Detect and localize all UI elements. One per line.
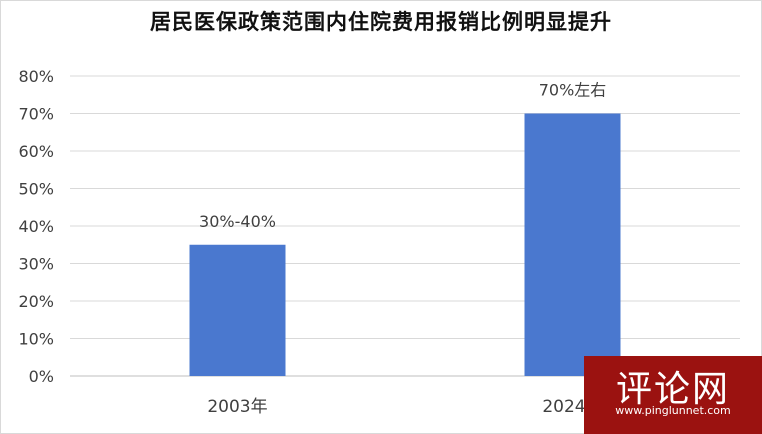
y-tick-label: 70% — [18, 105, 54, 124]
y-tick-label: 0% — [29, 367, 54, 386]
x-tick-label: 2003年 — [207, 397, 267, 417]
chart-title: 居民医保政策范围内住院费用报销比例明显提升 — [150, 10, 612, 34]
watermark-text: 评论网 — [615, 369, 730, 410]
data-label: 30%-40% — [199, 212, 276, 231]
y-tick-label: 30% — [18, 255, 54, 274]
y-tick-label: 10% — [18, 330, 54, 349]
data-label: 70%左右 — [539, 81, 607, 100]
bar — [189, 244, 286, 376]
y-tick-label: 20% — [18, 292, 54, 311]
watermark-logo: 评论网 www.pinglunnet.com — [584, 356, 762, 434]
y-tick-label: 50% — [18, 180, 54, 199]
y-tick-label: 60% — [18, 142, 54, 161]
y-tick-label: 40% — [18, 217, 54, 236]
watermark-url: www.pinglunnet.com — [615, 404, 731, 417]
y-tick-label: 80% — [18, 67, 54, 86]
bar — [524, 113, 621, 376]
